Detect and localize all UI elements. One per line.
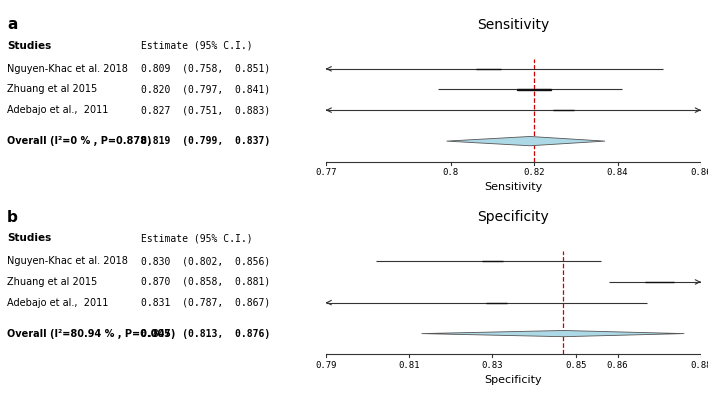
- Text: 0.819  (0.799,  0.837): 0.819 (0.799, 0.837): [141, 136, 270, 146]
- Text: Nguyen-Khac et al. 2018: Nguyen-Khac et al. 2018: [7, 64, 128, 74]
- Text: 0.77: 0.77: [315, 168, 336, 177]
- Text: Zhuang et al 2015: Zhuang et al 2015: [7, 277, 97, 287]
- Text: Estimate (95% C.I.): Estimate (95% C.I.): [141, 41, 253, 51]
- Text: 0.827  (0.751,  0.883): 0.827 (0.751, 0.883): [141, 105, 270, 115]
- Text: Overall (I²=0 % , P=0.878): Overall (I²=0 % , P=0.878): [7, 136, 152, 146]
- Text: 0.84: 0.84: [607, 168, 628, 177]
- Text: Sensitivity: Sensitivity: [484, 182, 542, 192]
- Text: 0.847  (0.813,  0.876): 0.847 (0.813, 0.876): [141, 328, 270, 338]
- Text: 0.83: 0.83: [481, 361, 503, 370]
- Text: 0.830  (0.802,  0.856): 0.830 (0.802, 0.856): [141, 256, 270, 266]
- Text: 0.831  (0.787,  0.867): 0.831 (0.787, 0.867): [141, 298, 270, 308]
- Text: Overall (I²=80.94 % , P=0.005): Overall (I²=80.94 % , P=0.005): [7, 328, 176, 338]
- Polygon shape: [421, 330, 684, 337]
- Text: 0.870  (0.858,  0.881): 0.870 (0.858, 0.881): [141, 277, 270, 287]
- Text: 0.79: 0.79: [315, 361, 336, 370]
- Polygon shape: [447, 136, 605, 146]
- Text: 0.81: 0.81: [399, 361, 420, 370]
- Text: 0.8: 0.8: [442, 168, 459, 177]
- Text: Estimate (95% C.I.): Estimate (95% C.I.): [141, 233, 253, 243]
- Text: Zhuang et al 2015: Zhuang et al 2015: [7, 85, 97, 95]
- Text: b: b: [7, 210, 18, 225]
- Text: Adebajo et al.,  2011: Adebajo et al., 2011: [7, 298, 108, 308]
- Text: 0.809  (0.758,  0.851): 0.809 (0.758, 0.851): [141, 64, 270, 74]
- Text: Specificity: Specificity: [484, 375, 542, 385]
- Text: a: a: [7, 17, 18, 32]
- Text: Sensitivity: Sensitivity: [477, 18, 549, 32]
- Text: 0.82: 0.82: [523, 168, 545, 177]
- Text: Studies: Studies: [7, 233, 51, 243]
- Text: 0.820  (0.797,  0.841): 0.820 (0.797, 0.841): [141, 85, 270, 95]
- Text: Studies: Studies: [7, 41, 51, 51]
- Text: 0.85: 0.85: [565, 361, 587, 370]
- Text: Nguyen-Khac et al. 2018: Nguyen-Khac et al. 2018: [7, 256, 128, 266]
- Text: 0.86: 0.86: [690, 168, 708, 177]
- Text: 0.86: 0.86: [607, 361, 628, 370]
- Text: Adebajo et al.,  2011: Adebajo et al., 2011: [7, 105, 108, 115]
- Text: Specificity: Specificity: [477, 211, 549, 225]
- Text: 0.88: 0.88: [690, 361, 708, 370]
